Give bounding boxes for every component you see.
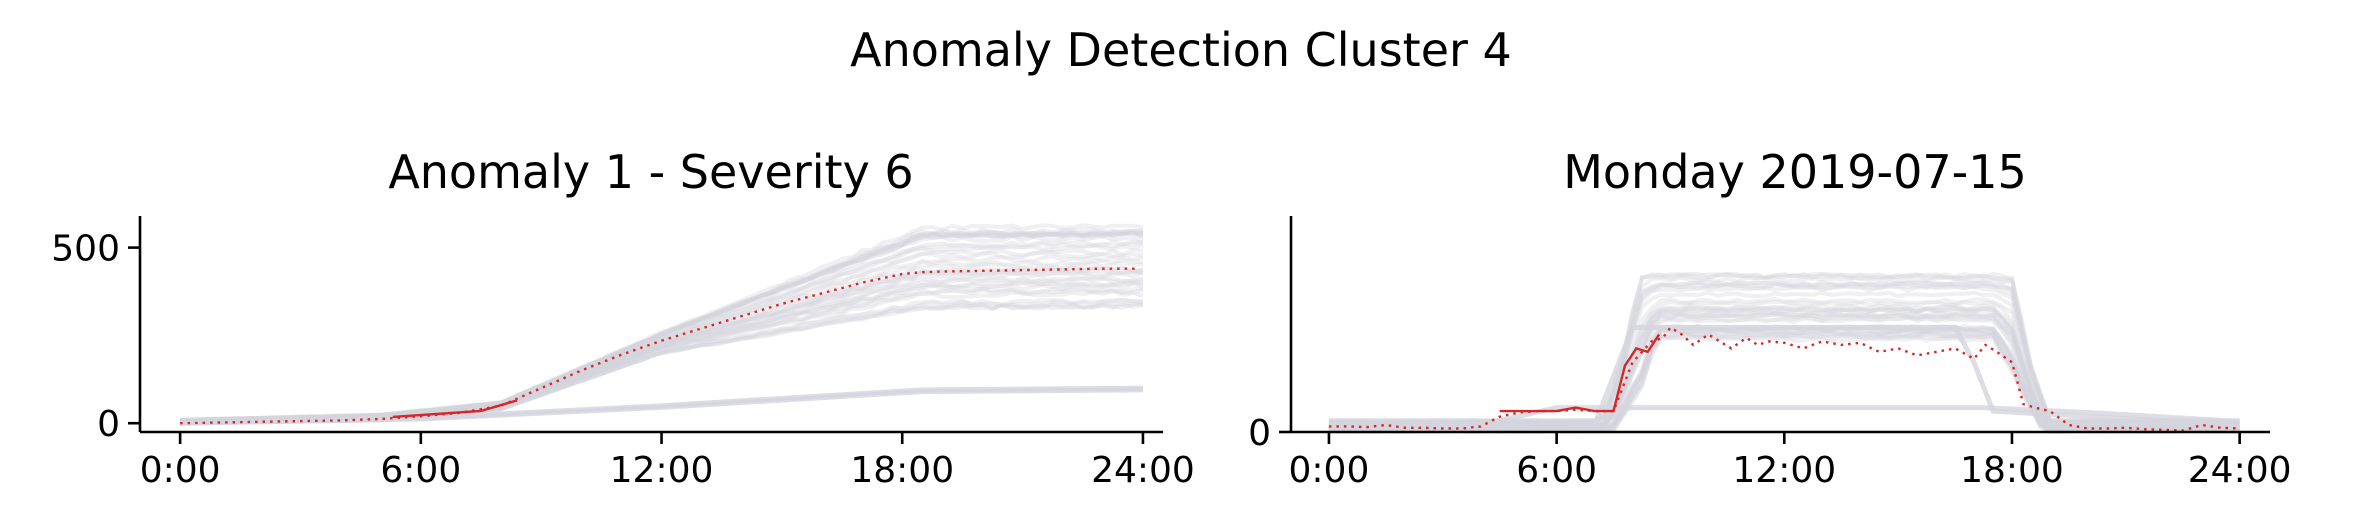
- plot-area-day: [1328, 271, 2240, 435]
- background-trace: [180, 287, 1144, 425]
- background-trace: [180, 231, 1143, 422]
- figure-title: Anomaly Detection Cluster 4: [850, 23, 1512, 77]
- subplot-anomaly: Anomaly 1 - Severity 6 0:00 6:00 12:00 18:0…: [51, 145, 1195, 491]
- background-trace: [1328, 325, 2240, 433]
- x-tick-label: 24:00: [1091, 450, 1195, 491]
- x-tick-label: 6:00: [380, 450, 461, 491]
- x-tick-label: 6:00: [1516, 450, 1597, 491]
- background-trace: [180, 229, 1144, 423]
- background-trace: [1328, 271, 2240, 423]
- background-trace: [1328, 275, 2240, 424]
- background-trace: [180, 230, 1144, 422]
- background-trace: [180, 229, 1143, 423]
- subplot-title: Monday 2019-07-15: [1563, 145, 2027, 199]
- background-trace: [180, 234, 1144, 423]
- background-trace: [180, 223, 1144, 422]
- background-trace-low: [1328, 325, 2240, 431]
- subplot-day: Monday 2019-07-15 0:00 6:00 12:00 18:00 24:0…: [1248, 145, 2291, 491]
- x-tick-label: 24:00: [2188, 450, 2292, 491]
- highlight-observed-line: [392, 399, 518, 419]
- background-trace: [180, 241, 1143, 423]
- background-trace: [1328, 328, 2240, 433]
- background-trace: [180, 230, 1144, 423]
- background-trace: [1328, 281, 2240, 425]
- background-trace: [1328, 284, 2240, 425]
- background-trace: [1328, 272, 2240, 423]
- subplot-title: Anomaly 1 - Severity 6: [388, 145, 913, 199]
- background-trace: [1328, 271, 2240, 423]
- y-tick-label: 500: [51, 229, 120, 270]
- background-trace: [180, 289, 1144, 425]
- background-trace-low: [1328, 405, 2240, 429]
- axis-ticks-day: 0:00 6:00 12:00 18:00 24:00 0: [1248, 413, 2291, 491]
- x-tick-label: 0:00: [1289, 450, 1370, 491]
- background-trace: [180, 226, 1144, 422]
- x-tick-label: 12:00: [1732, 450, 1836, 491]
- background-trace: [1328, 327, 2240, 433]
- y-tick-label: 0: [1248, 413, 1271, 454]
- background-trace: [1328, 325, 2240, 433]
- plot-area-anomaly: [180, 223, 1144, 426]
- x-tick-label: 12:00: [610, 450, 714, 491]
- highlight-observed-line: [1499, 333, 1661, 413]
- background-trace: [1328, 327, 2240, 433]
- highlight-expected-line: [180, 267, 1135, 425]
- axis-ticks-anomaly: 0:00 6:00 12:00 18:00 24:00 0 500: [51, 229, 1195, 491]
- x-tick-label: 18:00: [850, 450, 954, 491]
- highlight-expected-line: [1328, 325, 2240, 432]
- background-trace: [180, 228, 1143, 422]
- background-trace-low: [180, 387, 1143, 426]
- background-trace: [180, 228, 1144, 422]
- x-tick-label: 0:00: [140, 450, 221, 491]
- y-tick-label: 0: [97, 404, 120, 445]
- background-trace: [1328, 279, 2240, 424]
- background-trace: [180, 243, 1144, 423]
- background-trace: [1328, 279, 2240, 425]
- background-trace: [180, 239, 1144, 423]
- x-tick-label: 18:00: [1960, 450, 2064, 491]
